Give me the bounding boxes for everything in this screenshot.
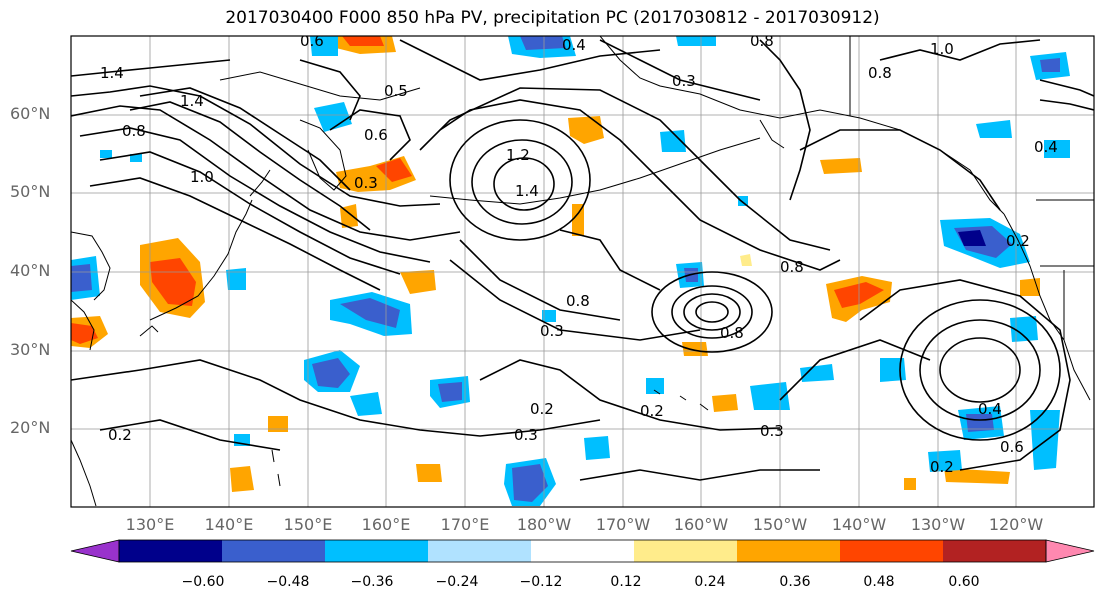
contour-label: 0.6 [364,126,388,144]
colorbar-segment [943,540,1047,562]
contour-label: 0.6 [1000,438,1024,456]
lon-label-170e: 170°E [440,515,490,534]
contour-label: 0.2 [1006,232,1030,250]
contour-label: 0.3 [672,72,696,90]
colorbar-label: −0.12 [519,574,563,590]
colorbar-segment [119,540,223,562]
lon-label-160e: 160°E [361,515,411,534]
contour-label: 1.4 [515,182,539,200]
contour-label: 1.4 [100,64,124,82]
contour-label: 1.0 [930,40,954,58]
pv-contours [71,39,1094,481]
lon-label-130e: 130°E [125,515,175,534]
contour-label: 0.8 [122,122,146,140]
contour-label: 0.3 [540,322,564,340]
contour-label: 0.2 [640,402,664,420]
contour-label: 0.2 [930,458,954,476]
colorbar-extend-max [1045,539,1095,563]
colorbar-label: 0.48 [863,574,895,590]
colorbar [70,539,1095,563]
colorbar-label: 0.60 [948,574,980,590]
contour-label: 0.8 [868,64,892,82]
lon-label-140e: 140°E [204,515,254,534]
colorbar-label: −0.60 [181,574,225,590]
contour-label: 0.8 [720,324,744,342]
contour-label: 1.4 [180,92,204,110]
lon-label-130w: 130°W [910,515,966,534]
contour-label: 1.2 [506,146,530,164]
coastlines [71,36,1094,507]
contour-label: 0.4 [562,36,586,54]
colorbar-frame [118,539,1047,563]
contour-label: 0.8 [750,32,774,50]
map-frame [70,35,1095,508]
lat-label-40n: 40°N [10,261,51,280]
colorbar-segment [428,540,532,562]
lon-label-170w: 170°W [595,515,651,534]
colorbar-label: 0.36 [779,574,811,590]
colorbar-label: −0.48 [266,574,310,590]
colorbar-label: −0.36 [350,574,394,590]
lat-label-60n: 60°N [10,104,51,123]
contour-label: 0.2 [530,400,554,418]
contour-label: 0.3 [760,422,784,440]
lon-label-120w: 120°W [988,515,1044,534]
lon-label-180w: 180°W [516,515,572,534]
lon-label-150e: 150°E [283,515,333,534]
contour-label: 0.3 [514,426,538,444]
colorbar-segment [737,540,841,562]
lat-label-30n: 30°N [10,340,51,359]
colorbar-label: 0.24 [694,574,726,590]
contour-labels: 1.4 1.4 1.2 1.4 1.0 1.0 0.8 0.8 0.8 0.8 … [100,32,1058,476]
colorbar-segment [840,540,944,562]
colorbar-segment [222,540,326,562]
colorbar-segment [325,540,429,562]
lon-label-140w: 140°W [831,515,887,534]
map-title: 2017030400 F000 850 hPa PV, precipitatio… [225,8,880,28]
precipitation-shading [71,36,1070,506]
lat-label-50n: 50°N [10,182,51,201]
contour-label: 0.4 [1034,138,1058,156]
contour-label: 0.4 [978,400,1002,418]
contour-label: 0.6 [300,32,324,50]
colorbar-segment [531,540,635,562]
colorbar-extend-min [70,539,120,563]
lon-label-160w: 160°W [673,515,729,534]
contour-label: 0.8 [780,258,804,276]
colorbar-label: −0.24 [435,574,479,590]
contour-label: 0.5 [384,82,408,100]
contour-label: 0.3 [354,174,378,192]
contour-label: 0.2 [108,426,132,444]
colorbar-label: 0.12 [610,574,642,590]
colorbar-segment [634,540,738,562]
contour-label: 0.8 [566,292,590,310]
map-panel: 1.4 1.4 1.2 1.4 1.0 1.0 0.8 0.8 0.8 0.8 … [71,32,1094,507]
contour-label: 1.0 [190,168,214,186]
lon-label-150w: 150°W [752,515,808,534]
lat-label-20n: 20°N [10,418,51,437]
